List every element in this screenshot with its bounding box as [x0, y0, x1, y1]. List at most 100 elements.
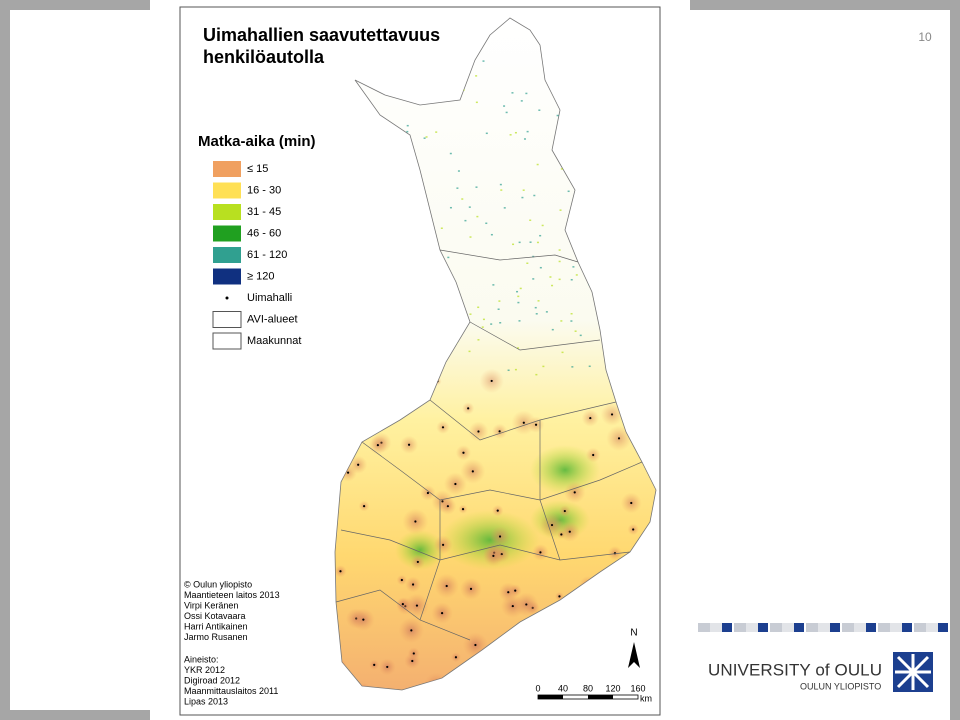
- pool-dot: [507, 591, 510, 594]
- north-arrow: N: [628, 628, 640, 668]
- pool-dot: [400, 578, 403, 582]
- decor-square: [866, 623, 876, 632]
- remote-patch: [449, 206, 452, 209]
- remote-patch: [517, 295, 520, 298]
- remote-patch: [545, 311, 548, 313]
- remote-patch: [525, 92, 528, 95]
- pool-dot: [362, 505, 366, 508]
- remote-patch: [560, 168, 563, 170]
- remote-patch: [539, 234, 542, 237]
- sources-title: Aineisto:: [184, 654, 219, 664]
- pool-dot: [514, 589, 517, 592]
- remote-patch: [529, 241, 532, 243]
- pool-dot: [511, 604, 514, 608]
- map-title: henkilöautolla: [203, 47, 325, 67]
- remote-patch: [579, 334, 582, 337]
- pool-dot: [469, 587, 473, 590]
- pool-dot: [416, 560, 419, 564]
- pool-dot: [474, 643, 477, 647]
- legend-swatch: [213, 182, 241, 199]
- remote-patch: [549, 276, 552, 278]
- remote-patch: [514, 131, 517, 134]
- remote-patch: [551, 328, 554, 331]
- decor-square: [794, 623, 804, 632]
- remote-patch: [570, 312, 573, 315]
- legend-label: ≤ 15: [247, 163, 268, 175]
- map-title: Uimahallien saavutettavuus: [203, 25, 440, 45]
- pool-dot: [589, 416, 592, 420]
- decor-square: [926, 623, 938, 632]
- remote-patch: [556, 114, 559, 117]
- pool-dot: [415, 604, 419, 607]
- legend-swatch: [213, 268, 241, 285]
- pool-dot: [550, 523, 554, 527]
- remote-patch: [505, 111, 508, 114]
- remote-patch: [518, 320, 521, 322]
- remote-patch: [518, 241, 521, 244]
- legend-swatch: [213, 204, 241, 220]
- decor-square: [710, 623, 722, 632]
- pool-dot: [632, 528, 635, 531]
- remote-patch: [485, 132, 488, 135]
- remote-patch: [503, 105, 506, 107]
- remote-patch: [509, 134, 512, 136]
- remote-patch: [523, 138, 526, 140]
- scale-label: 0: [535, 683, 540, 693]
- north-arrow-shape: [628, 642, 640, 668]
- remote-patch: [406, 124, 409, 127]
- scale-label: 160: [630, 683, 645, 693]
- pool-dot: [357, 463, 360, 466]
- remote-patch: [542, 365, 545, 368]
- pool-dot: [411, 659, 414, 663]
- logo-subname: OULUN YLIOPISTO: [800, 681, 881, 691]
- decor-squares: [698, 623, 948, 632]
- remote-patch: [482, 60, 485, 62]
- pool-dot: [407, 443, 411, 446]
- pool-dot: [339, 570, 342, 573]
- north-label: N: [630, 628, 637, 639]
- remote-patch: [526, 130, 529, 133]
- scale-label: 120: [605, 683, 620, 693]
- decor-square: [878, 623, 890, 632]
- remote-patch: [560, 320, 563, 322]
- credit-line: Ossi Kotavaara: [184, 611, 246, 621]
- pool-dot: [412, 652, 415, 655]
- remote-patch: [522, 189, 525, 191]
- decor-square: [818, 623, 830, 632]
- remote-patch: [574, 330, 577, 332]
- remote-patch: [561, 351, 564, 354]
- decor-square: [902, 623, 912, 632]
- remote-patch: [588, 365, 591, 368]
- remote-patch: [558, 260, 561, 263]
- remote-patch: [517, 301, 520, 304]
- decor-square: [782, 623, 794, 632]
- remote-patch: [435, 131, 438, 133]
- legend-label: 61 - 120: [247, 249, 287, 261]
- remote-patch: [449, 152, 452, 155]
- decor-square: [722, 623, 732, 632]
- pool-dot: [498, 430, 501, 433]
- decor-square: [914, 623, 926, 632]
- remote-patch: [423, 137, 426, 139]
- remote-patch: [537, 300, 540, 302]
- scale-unit: km: [640, 693, 652, 703]
- pool-dot: [446, 505, 449, 508]
- remote-patch: [476, 215, 479, 218]
- pool-dot: [441, 543, 445, 546]
- legend-label: 46 - 60: [247, 227, 281, 239]
- remote-patch: [516, 290, 519, 293]
- legend: ≤ 15 16 - 30 31 - 45 46 - 60 61 - 120 ≥ 120 Ui…: [212, 161, 301, 350]
- remote-patch: [492, 284, 495, 286]
- remote-patch: [511, 92, 514, 94]
- remote-patch: [571, 366, 574, 368]
- remote-patch: [532, 278, 535, 280]
- source-line: Maanmittauslaitos 2011: [184, 686, 278, 696]
- remote-patch: [534, 306, 537, 309]
- scale-bar-segment: [588, 695, 613, 699]
- legend-label: 31 - 45: [247, 206, 281, 218]
- credit-line: Maantieteen laitos 2013: [184, 590, 280, 600]
- pool-dot: [563, 509, 566, 513]
- forest-zone: [395, 530, 445, 570]
